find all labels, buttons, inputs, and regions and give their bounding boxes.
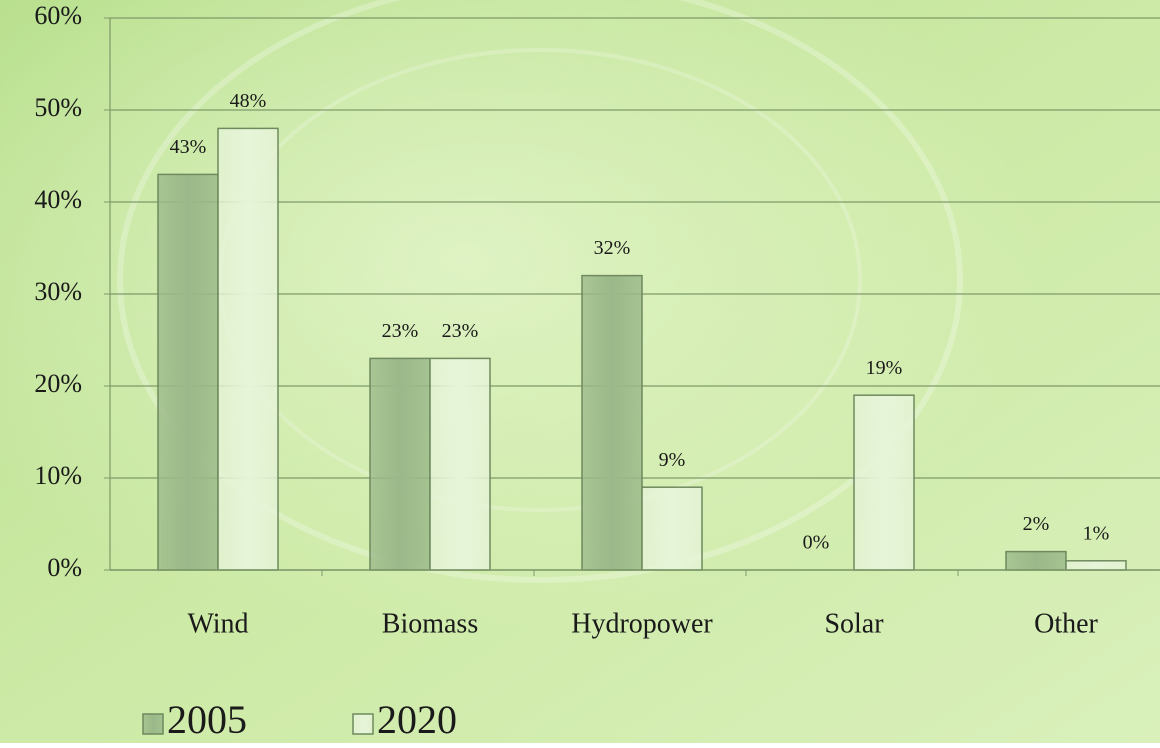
value-label: 1%	[1083, 522, 1110, 544]
bar	[581, 274, 643, 571]
value-label: 32%	[594, 237, 631, 259]
bar	[641, 486, 703, 571]
value-label: 23%	[382, 320, 419, 342]
value-label: 2%	[1023, 513, 1050, 535]
bar	[369, 357, 431, 571]
y-tick-label: 60%	[34, 1, 82, 30]
value-label: 43%	[170, 136, 207, 158]
bar	[1065, 560, 1127, 571]
bar	[217, 127, 279, 571]
x-tick-label: Biomass	[382, 608, 478, 639]
bar	[853, 394, 915, 571]
y-tick-label: 0%	[47, 553, 82, 582]
value-label: 0%	[803, 532, 830, 554]
value-label: 48%	[230, 90, 267, 112]
x-tick-label: Hydropower	[571, 608, 713, 639]
bar	[157, 173, 219, 571]
y-tick-label: 50%	[34, 93, 82, 122]
value-label: 9%	[659, 449, 686, 471]
legend-swatch	[142, 713, 164, 735]
y-tick-label: 20%	[34, 369, 82, 398]
bar	[429, 357, 491, 571]
x-tick-label: Solar	[824, 608, 884, 639]
decor-ring	[117, 0, 963, 583]
y-tick-label: 40%	[34, 185, 82, 214]
value-label: 23%	[442, 320, 479, 342]
x-tick-label: Other	[1034, 608, 1098, 639]
legend-label: 2005	[167, 697, 247, 742]
value-label: 19%	[866, 357, 903, 379]
y-tick-label: 10%	[34, 461, 82, 490]
legend-label: 2020	[377, 697, 457, 742]
y-tick-label: 30%	[34, 277, 82, 306]
legend-swatch	[352, 713, 374, 735]
x-tick-label: Wind	[187, 608, 248, 639]
bar	[1005, 550, 1067, 571]
